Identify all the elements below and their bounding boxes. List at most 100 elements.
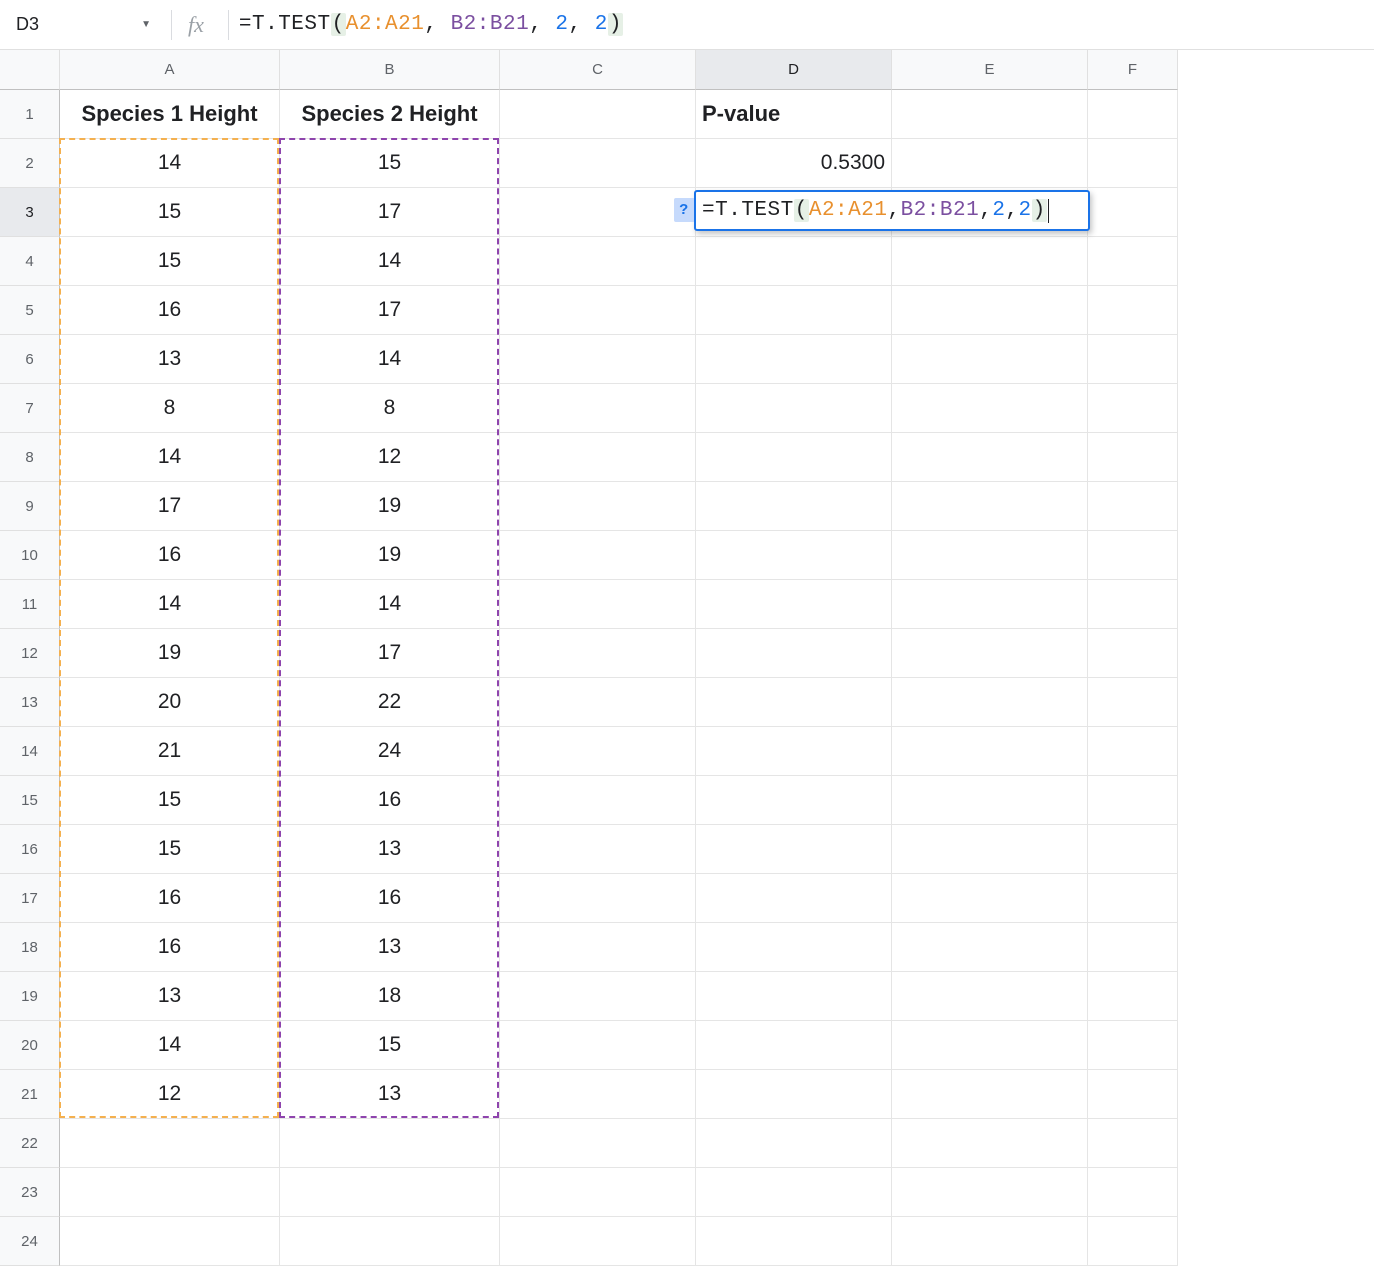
cell-B22[interactable]: [280, 1119, 500, 1168]
col-header-C[interactable]: C: [500, 50, 696, 90]
cell-E21[interactable]: [892, 1070, 1088, 1119]
cell-A6[interactable]: 13: [60, 335, 280, 384]
cell-D9[interactable]: [696, 482, 892, 531]
cell-B19[interactable]: 18: [280, 972, 500, 1021]
cell-D8[interactable]: [696, 433, 892, 482]
cell-E11[interactable]: [892, 580, 1088, 629]
cell-E18[interactable]: [892, 923, 1088, 972]
cell-B6[interactable]: 14: [280, 335, 500, 384]
cell-F7[interactable]: [1088, 384, 1178, 433]
cell-F16[interactable]: [1088, 825, 1178, 874]
cell-C6[interactable]: [500, 335, 696, 384]
cell-editor[interactable]: ?=T.TEST(A2:A21, B2:B21, 2, 2): [694, 190, 1090, 231]
cell-D20[interactable]: [696, 1021, 892, 1070]
cell-F15[interactable]: [1088, 776, 1178, 825]
cell-D18[interactable]: [696, 923, 892, 972]
col-header-B[interactable]: B: [280, 50, 500, 90]
cell-E6[interactable]: [892, 335, 1088, 384]
row-header-15[interactable]: 15: [0, 776, 60, 825]
cell-B15[interactable]: 16: [280, 776, 500, 825]
cell-B3[interactable]: 17: [280, 188, 500, 237]
cell-D10[interactable]: [696, 531, 892, 580]
cell-C13[interactable]: [500, 678, 696, 727]
cell-B4[interactable]: 14: [280, 237, 500, 286]
cell-A2[interactable]: 14: [60, 139, 280, 188]
cell-A8[interactable]: 14: [60, 433, 280, 482]
cell-C5[interactable]: [500, 286, 696, 335]
row-header-18[interactable]: 18: [0, 923, 60, 972]
cell-E23[interactable]: [892, 1168, 1088, 1217]
header-species2[interactable]: Species 2 Height: [280, 90, 500, 139]
cell-A18[interactable]: 16: [60, 923, 280, 972]
cell-A15[interactable]: 15: [60, 776, 280, 825]
cell-F10[interactable]: [1088, 531, 1178, 580]
cell-C16[interactable]: [500, 825, 696, 874]
cell-C23[interactable]: [500, 1168, 696, 1217]
cell-A5[interactable]: 16: [60, 286, 280, 335]
cell-A12[interactable]: 19: [60, 629, 280, 678]
cell-C14[interactable]: [500, 727, 696, 776]
cell-F5[interactable]: [1088, 286, 1178, 335]
cell-D5[interactable]: [696, 286, 892, 335]
cell-B8[interactable]: 12: [280, 433, 500, 482]
cell-F1[interactable]: [1088, 90, 1178, 139]
cell-A16[interactable]: 15: [60, 825, 280, 874]
cell-F22[interactable]: [1088, 1119, 1178, 1168]
cell-B5[interactable]: 17: [280, 286, 500, 335]
cell-C10[interactable]: [500, 531, 696, 580]
cell-E1[interactable]: [892, 90, 1088, 139]
cell-D22[interactable]: [696, 1119, 892, 1168]
row-header-11[interactable]: 11: [0, 580, 60, 629]
cell-B11[interactable]: 14: [280, 580, 500, 629]
cell-F3[interactable]: [1088, 188, 1178, 237]
row-header-24[interactable]: 24: [0, 1217, 60, 1266]
cell-D17[interactable]: [696, 874, 892, 923]
cell-D12[interactable]: [696, 629, 892, 678]
row-header-16[interactable]: 16: [0, 825, 60, 874]
cell-E22[interactable]: [892, 1119, 1088, 1168]
cell-E4[interactable]: [892, 237, 1088, 286]
cell-F12[interactable]: [1088, 629, 1178, 678]
row-header-17[interactable]: 17: [0, 874, 60, 923]
col-header-D[interactable]: D: [696, 50, 892, 90]
cell-C22[interactable]: [500, 1119, 696, 1168]
cell-E10[interactable]: [892, 531, 1088, 580]
row-header-8[interactable]: 8: [0, 433, 60, 482]
row-header-22[interactable]: 22: [0, 1119, 60, 1168]
header-species1[interactable]: Species 1 Height: [60, 90, 280, 139]
cell-B21[interactable]: 13: [280, 1070, 500, 1119]
formula-help-icon[interactable]: ?: [674, 198, 694, 222]
name-box-dropdown-icon[interactable]: ▼: [141, 19, 151, 30]
cell-B7[interactable]: 8: [280, 384, 500, 433]
cell-E7[interactable]: [892, 384, 1088, 433]
cell-B18[interactable]: 13: [280, 923, 500, 972]
cell-D14[interactable]: [696, 727, 892, 776]
cell-F11[interactable]: [1088, 580, 1178, 629]
cell-B12[interactable]: 17: [280, 629, 500, 678]
cell-D16[interactable]: [696, 825, 892, 874]
cell-F13[interactable]: [1088, 678, 1178, 727]
cell-D11[interactable]: [696, 580, 892, 629]
cell-C21[interactable]: [500, 1070, 696, 1119]
col-header-E[interactable]: E: [892, 50, 1088, 90]
cell-A4[interactable]: 15: [60, 237, 280, 286]
cell-A19[interactable]: 13: [60, 972, 280, 1021]
cell-D21[interactable]: [696, 1070, 892, 1119]
row-header-5[interactable]: 5: [0, 286, 60, 335]
cell-F6[interactable]: [1088, 335, 1178, 384]
row-header-20[interactable]: 20: [0, 1021, 60, 1070]
cell-F14[interactable]: [1088, 727, 1178, 776]
cell-A23[interactable]: [60, 1168, 280, 1217]
row-header-1[interactable]: 1: [0, 90, 60, 139]
cell-B9[interactable]: 19: [280, 482, 500, 531]
cell-F4[interactable]: [1088, 237, 1178, 286]
cell-D6[interactable]: [696, 335, 892, 384]
cell-C19[interactable]: [500, 972, 696, 1021]
cell-E24[interactable]: [892, 1217, 1088, 1266]
select-all-corner[interactable]: [0, 50, 60, 90]
cell-D7[interactable]: [696, 384, 892, 433]
cell-A21[interactable]: 12: [60, 1070, 280, 1119]
cell-B16[interactable]: 13: [280, 825, 500, 874]
cell-E19[interactable]: [892, 972, 1088, 1021]
cell-B2[interactable]: 15: [280, 139, 500, 188]
